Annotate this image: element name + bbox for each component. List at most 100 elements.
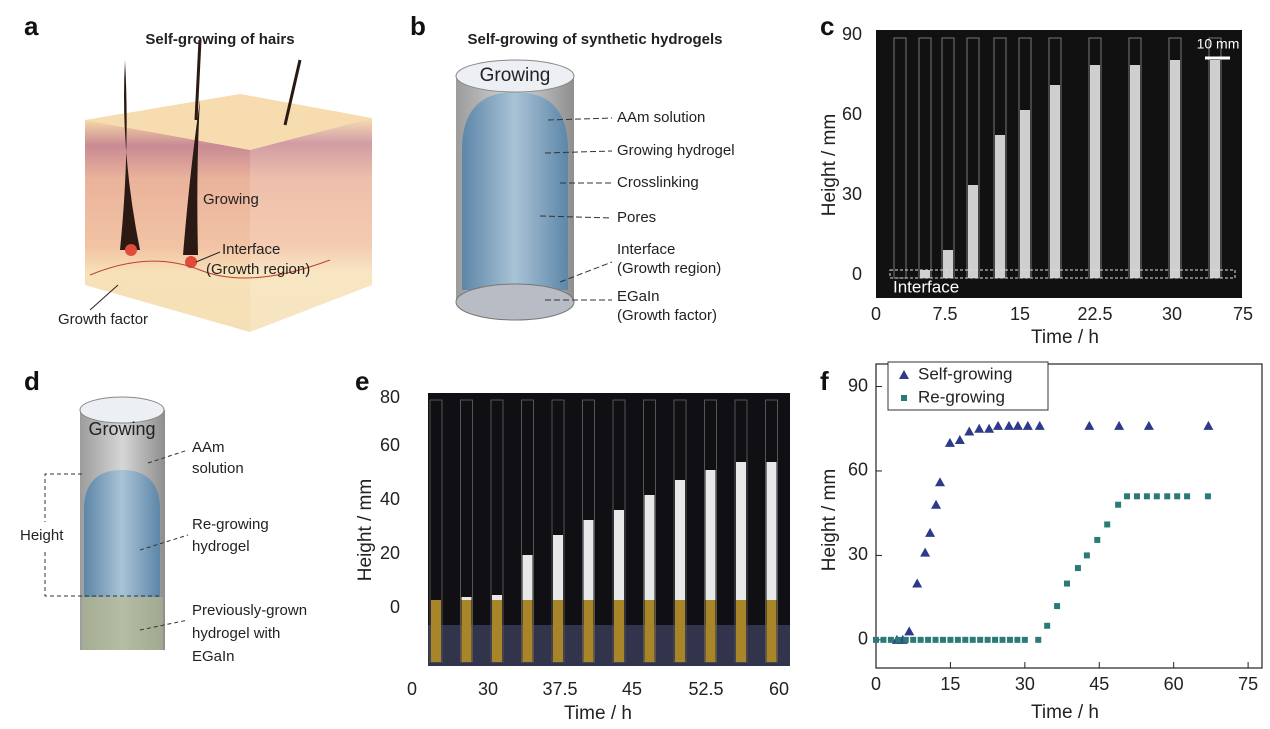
- data-point: [947, 636, 954, 643]
- y-tick-label: 60: [842, 104, 862, 124]
- photo: [428, 393, 790, 666]
- gel-column: [644, 495, 655, 600]
- hair: [120, 60, 140, 250]
- interface-line: [889, 269, 1236, 279]
- gel-column: [1020, 110, 1030, 278]
- label: Growing: [480, 65, 551, 86]
- egain-column: [766, 600, 777, 662]
- data-point: [1114, 420, 1125, 430]
- label: Interface: [617, 241, 675, 258]
- data-point: [962, 636, 969, 643]
- data-point: [902, 636, 909, 643]
- label: Growing: [203, 191, 259, 208]
- legend-label: Re-growing: [918, 387, 1005, 406]
- x-axis-label: Time / h: [564, 703, 632, 724]
- gel-column: [705, 470, 716, 600]
- plot-frame: [875, 363, 1263, 669]
- data-point: [1054, 603, 1061, 610]
- x-tick-label: 0: [407, 679, 417, 699]
- egain-column: [736, 600, 746, 662]
- x-tick-label: 75: [1233, 304, 1253, 324]
- data-point: [984, 636, 991, 643]
- panel-c: c Interface 10 mm 0 30 60 90 0 7.5 15 22…: [819, 11, 1253, 348]
- data-point: [1083, 552, 1090, 559]
- skin-front: [85, 120, 250, 332]
- legend-marker: [901, 395, 907, 401]
- data-point: [925, 527, 936, 537]
- panel-letter: e: [355, 366, 369, 396]
- data-point: [993, 420, 1004, 430]
- y-tick-label: 40: [380, 489, 400, 509]
- label: Interface: [893, 277, 959, 296]
- skin-top: [85, 94, 372, 150]
- x-tick-label: 30: [1162, 304, 1182, 324]
- panel-e: e 0 20 40 60 80 0 30 37.5 45 52.5 60 Tim…: [355, 366, 790, 724]
- y-tick-label: 90: [842, 24, 862, 44]
- x-tick-label: 45: [1089, 674, 1109, 694]
- gel-column: [1210, 60, 1220, 278]
- panel-a: a Self-growing of hairs Growing Interfac…: [24, 11, 372, 332]
- label: Height: [20, 527, 64, 544]
- data-point: [920, 547, 931, 557]
- x-tick-label: 15: [1010, 304, 1030, 324]
- panel-title: Self-growing of synthetic hydrogels: [467, 31, 722, 48]
- egain-column: [705, 600, 716, 662]
- data-point: [954, 636, 961, 643]
- data-point: [1184, 493, 1191, 500]
- egain-column: [614, 600, 624, 662]
- data-point: [1153, 493, 1160, 500]
- hair: [194, 39, 202, 121]
- panel-letter: b: [410, 11, 426, 41]
- gel-column: [614, 510, 624, 600]
- x-tick-label: 75: [1238, 674, 1258, 694]
- egain-column: [583, 600, 594, 662]
- data-point: [931, 499, 942, 509]
- photo-base: [428, 625, 790, 666]
- label: (Growth region): [617, 260, 721, 277]
- label: Growth factor: [58, 311, 148, 328]
- y-tick-label: 0: [852, 264, 862, 284]
- y-tick-label: 30: [842, 184, 862, 204]
- egain-column: [644, 600, 655, 662]
- label: hydrogel: [192, 538, 250, 555]
- previous-hydrogel: [82, 597, 163, 650]
- legend-box: [887, 361, 1049, 411]
- label: Interface: [222, 241, 280, 258]
- label: EGaIn: [192, 648, 235, 665]
- gel-column: [1050, 85, 1060, 278]
- label: hydrogel with: [192, 625, 280, 642]
- data-point: [1035, 636, 1042, 643]
- gel-column: [1130, 65, 1140, 278]
- egain-column: [522, 600, 533, 662]
- x-tick-label: 37.5: [542, 679, 577, 699]
- label: Pores: [617, 209, 656, 226]
- data-point: [1006, 636, 1013, 643]
- gel-column: [553, 535, 563, 600]
- data-point: [999, 636, 1006, 643]
- x-tick-label: 30: [478, 679, 498, 699]
- x-axis-label: Time / h: [1031, 702, 1099, 723]
- hydrogel: [462, 92, 568, 290]
- panel-d: d Growing AAm solution Re-growing hydrog…: [20, 366, 307, 665]
- panel-letter: c: [820, 11, 834, 41]
- data-point: [1003, 420, 1014, 430]
- data-point: [1064, 580, 1071, 587]
- y-tick-label: 0: [390, 597, 400, 617]
- gel-column: [461, 597, 472, 600]
- label: Previously-grown: [192, 602, 307, 619]
- label: AAm: [192, 439, 225, 456]
- panel-b: b Self-growing of synthetic hydrogels Gr…: [410, 11, 735, 324]
- egain-column: [492, 600, 502, 662]
- label: AAm solution: [617, 109, 705, 126]
- x-axis-label: Time / h: [1031, 327, 1099, 348]
- y-tick-label: 0: [858, 629, 868, 649]
- label: (Growth region): [206, 261, 310, 278]
- data-point: [992, 636, 999, 643]
- y-tick-label: 30: [848, 544, 868, 564]
- label: Growing hydrogel: [617, 142, 735, 159]
- data-point: [910, 636, 917, 643]
- skin-side: [250, 118, 372, 332]
- tubes: [429, 399, 778, 663]
- data-point: [895, 636, 902, 643]
